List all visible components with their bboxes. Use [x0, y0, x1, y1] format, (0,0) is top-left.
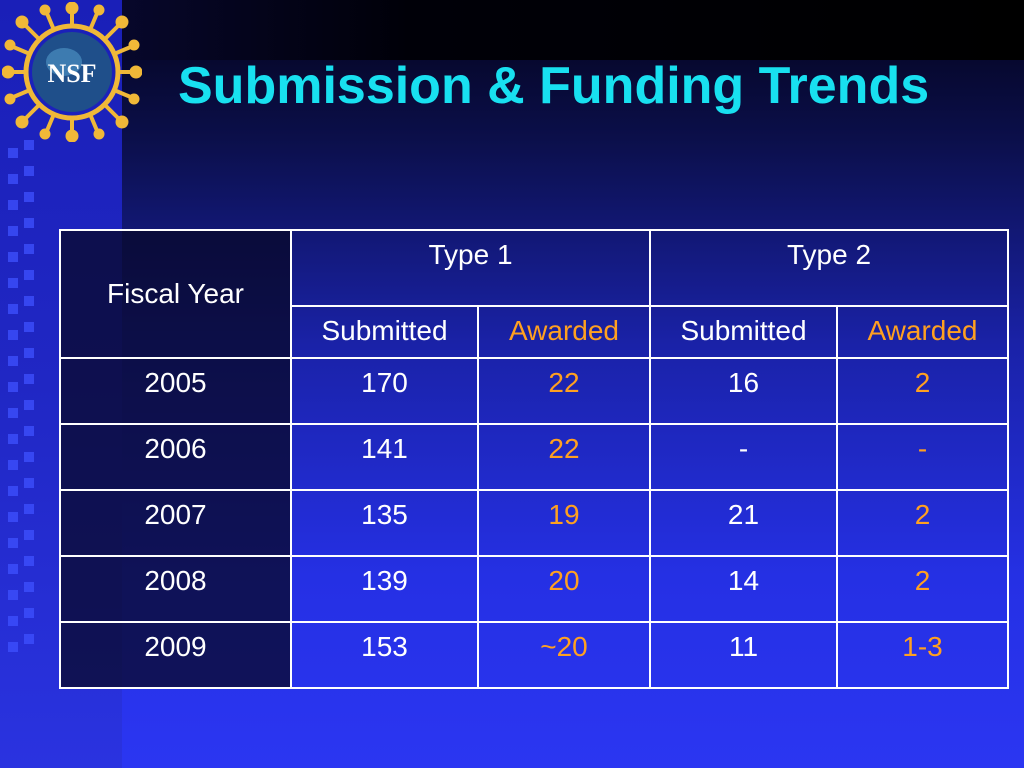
- table-row: 2007 135 19 21 2: [59, 489, 1009, 557]
- cell-t1-submitted: 153: [290, 621, 479, 689]
- cell-t2-submitted: 14: [649, 555, 838, 623]
- logo-text: NSF: [47, 59, 96, 88]
- cell-t1-awarded: ~20: [477, 621, 651, 689]
- cell-t1-submitted: 170: [290, 357, 479, 425]
- cell-t2-submitted: 11: [649, 621, 838, 689]
- cell-t2-awarded: -: [836, 423, 1009, 491]
- subheader-t2-submitted: Submitted: [649, 305, 838, 359]
- cell-year: 2008: [59, 555, 292, 623]
- cell-t1-submitted: 139: [290, 555, 479, 623]
- top-band: [0, 0, 1024, 60]
- subheader-t1-awarded: Awarded: [477, 305, 651, 359]
- header-row-groups: Fiscal Year Type 1 Type 2: [59, 229, 1009, 359]
- cell-t2-awarded: 1-3: [836, 621, 1009, 689]
- header-fiscal-year: Fiscal Year: [59, 229, 292, 359]
- cell-t1-awarded: 22: [477, 357, 651, 425]
- funding-table: Fiscal Year Type 1 Type 2 Submitted Awar…: [59, 229, 1009, 689]
- cell-t2-submitted: -: [649, 423, 838, 491]
- cell-t2-awarded: 2: [836, 489, 1009, 557]
- cell-t1-awarded: 20: [477, 555, 651, 623]
- cell-t2-awarded: 2: [836, 357, 1009, 425]
- decorative-squares: [0, 140, 40, 740]
- cell-year: 2007: [59, 489, 292, 557]
- table-row: 2009 153 ~20 11 1-3: [59, 621, 1009, 689]
- cell-t1-submitted: 135: [290, 489, 479, 557]
- cell-t1-submitted: 141: [290, 423, 479, 491]
- cell-year: 2006: [59, 423, 292, 491]
- cell-year: 2009: [59, 621, 292, 689]
- header-type-2: Type 2: [649, 229, 1009, 307]
- table-row: 2006 141 22 - -: [59, 423, 1009, 491]
- header-row-sub: Submitted Awarded Submitted Awarded: [60, 305, 1009, 359]
- subheader-t2-awarded: Awarded: [836, 305, 1009, 359]
- cell-t1-awarded: 22: [477, 423, 651, 491]
- table-row: 2008 139 20 14 2: [59, 555, 1009, 623]
- cell-t2-submitted: 16: [649, 357, 838, 425]
- cell-t2-awarded: 2: [836, 555, 1009, 623]
- cell-t1-awarded: 19: [477, 489, 651, 557]
- slide-title: Submission & Funding Trends: [178, 57, 930, 115]
- table-row: 2005 170 22 16 2: [59, 357, 1009, 425]
- subheader-t1-submitted: Submitted: [290, 305, 479, 359]
- header-type-1: Type 1: [290, 229, 651, 307]
- cell-year: 2005: [59, 357, 292, 425]
- nsf-logo: NSF: [2, 2, 142, 142]
- cell-t2-submitted: 21: [649, 489, 838, 557]
